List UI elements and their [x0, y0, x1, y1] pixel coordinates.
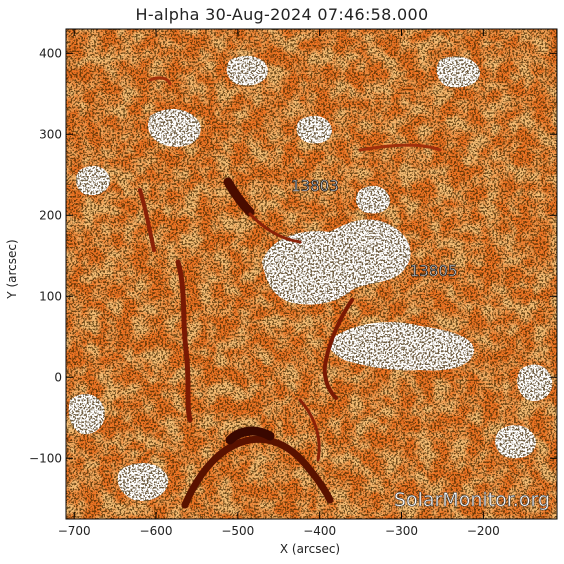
x-axis: −700 −600 −500 −400 −300 −200	[58, 29, 500, 538]
x-tick-label: −500	[221, 524, 254, 538]
x-tick-label: −300	[385, 524, 418, 538]
x-axis-label: X (arcsec)	[279, 542, 341, 556]
y-tick-label: 100	[39, 289, 62, 303]
active-region-label: 13803	[291, 177, 339, 195]
y-tick-label: 200	[39, 208, 62, 222]
y-axis-label: Y (arcsec)	[5, 239, 19, 299]
active-region-label: 13805	[410, 262, 458, 280]
figure-title: H-alpha 30-Aug-2024 07:46:58.000	[135, 5, 429, 24]
watermark: SolarMonitor.org	[394, 489, 550, 511]
y-tick-label: 0	[54, 370, 62, 384]
y-tick-label: 400	[39, 46, 62, 60]
x-tick-label: −600	[140, 524, 173, 538]
y-tick-label: 300	[39, 127, 62, 141]
x-tick-label: −400	[303, 524, 336, 538]
x-tick-label: −200	[467, 524, 500, 538]
plot-frame	[65, 28, 558, 520]
y-axis: −100 0 100 200 300 400	[29, 46, 557, 465]
x-tick-label: −700	[58, 524, 91, 538]
filaments	[138, 76, 442, 509]
active-region-labels: 13803 13805	[291, 177, 458, 281]
y-tick-label: −100	[29, 451, 62, 465]
